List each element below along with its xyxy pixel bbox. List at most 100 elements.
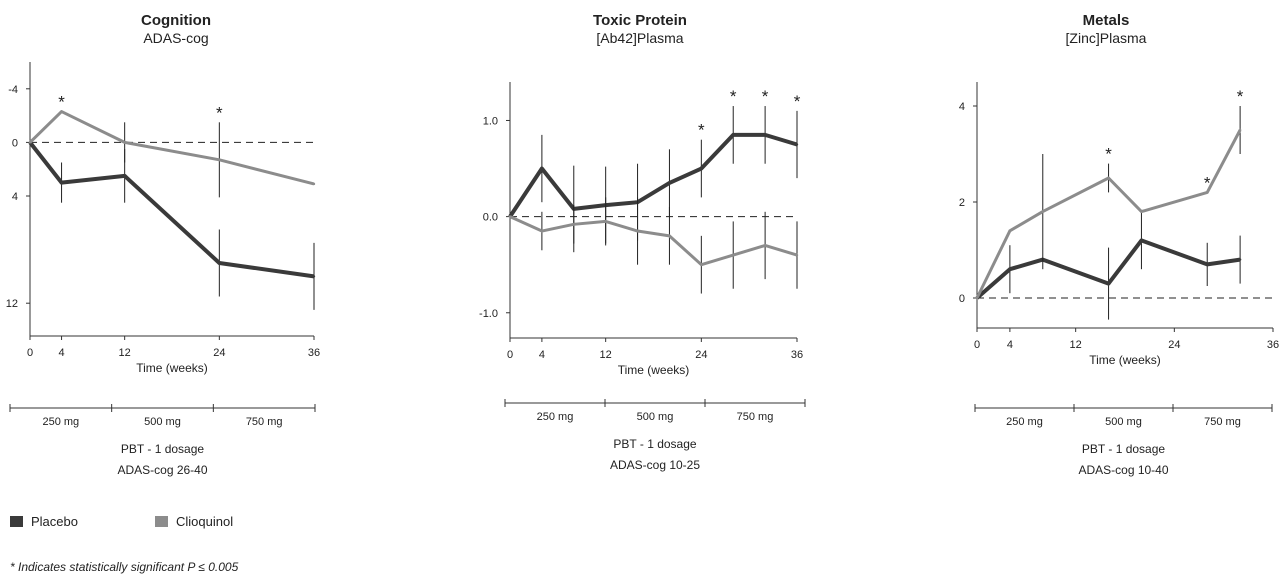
clioquinol-data-point (28, 141, 32, 144)
x-tick-label: 36 (1267, 339, 1279, 351)
y-tick-label: 2 (959, 197, 965, 209)
y-tick-label: 12 (6, 298, 18, 310)
x-tick-label: 0 (507, 349, 513, 361)
y-tick-label: 4 (959, 101, 965, 113)
y-tick-label: 0.0 (483, 212, 498, 224)
y-tick-label: 0 (959, 293, 965, 305)
clioquinol-data-point (700, 263, 703, 266)
clioquinol-swatch (155, 516, 168, 527)
y-tick-label: 0 (12, 137, 18, 149)
significance-star: * (1105, 145, 1112, 164)
clioquinol-data-point (1206, 191, 1209, 194)
x-tick-label: 24 (1168, 339, 1180, 351)
dose-label: 500 mg (637, 411, 674, 423)
x-tick-label: 36 (308, 347, 320, 359)
clioquinol-data-point (975, 296, 979, 300)
clioquinol-data-point (1041, 210, 1044, 213)
clioquinol-series-line (28, 110, 315, 186)
metals-title: Metals (1082, 12, 1130, 29)
x-tick-label: 12 (119, 347, 131, 359)
panel-caption-line: PBT - 1 dosage (121, 442, 204, 456)
placebo-swatch (10, 516, 23, 527)
placebo-data-point (700, 167, 703, 170)
toxic-protein-subtitle: [Ab42]Plasma (596, 30, 684, 46)
clioquinol-data-point (1238, 128, 1242, 132)
dose-label: 750 mg (246, 416, 283, 428)
clioquinol-data-point (1107, 176, 1110, 180)
placebo-data-point (795, 143, 799, 146)
significance-star: * (762, 87, 769, 106)
x-axis-label: Time (weeks) (618, 363, 690, 377)
clioquinol-data-point (1140, 210, 1143, 213)
clioquinol-data-point (636, 229, 639, 233)
legend-item-placebo: Placebo (10, 514, 78, 529)
footnote: * Indicates statistically significant P … (10, 560, 239, 574)
clioquinol-data-point (604, 220, 607, 223)
placebo-data-point (668, 181, 671, 185)
clioquinol-data-point (123, 141, 126, 144)
placebo-data-point (763, 133, 767, 137)
x-tick-label: 24 (213, 347, 225, 359)
legend-label-placebo: Placebo (31, 514, 78, 529)
clioquinol-data-point (218, 158, 221, 162)
dose-label: 250 mg (1006, 416, 1043, 428)
placebo-data-point (1107, 282, 1110, 285)
x-tick-label: 0 (27, 347, 33, 359)
panel-caption-line: PBT - 1 dosage (1082, 442, 1165, 456)
x-axis-label: Time (weeks) (136, 361, 208, 375)
y-tick-label: -1.0 (479, 308, 498, 320)
y-tick-label: -4 (8, 84, 18, 96)
significance-star: * (730, 87, 737, 106)
y-tick-label: 4 (12, 191, 18, 203)
panel-caption-line: PBT - 1 dosage (613, 437, 696, 451)
dose-label: 250 mg (42, 416, 79, 428)
placebo-data-point (60, 181, 63, 184)
placebo-data-point (1238, 258, 1242, 261)
x-tick-label: 36 (791, 349, 803, 361)
legend-label-clioquinol: Clioquinol (176, 514, 234, 529)
placebo-data-point (540, 167, 544, 170)
placebo-data-point (1008, 268, 1012, 271)
clioquinol-data-point (763, 244, 767, 247)
chart-panel-1: -1.0 0.0 1.0 0 4 12 24 36 Time (weeks) * * * * 250 mg… (479, 82, 806, 472)
toxic-protein-title: Toxic Protein (593, 12, 687, 29)
clioquinol-data-point (312, 182, 316, 186)
x-tick-label: 24 (695, 349, 707, 361)
dose-label: 750 mg (737, 411, 774, 423)
metals-subtitle: [Zinc]Plasma (1065, 30, 1147, 46)
significance-star: * (216, 103, 223, 122)
x-tick-label: 4 (58, 347, 64, 359)
dose-label: 500 mg (1105, 416, 1142, 428)
panel-caption-line: ADAS-cog 26-40 (117, 463, 207, 477)
placebo-data-point (312, 275, 316, 278)
clioquinol-data-point (60, 110, 63, 113)
placebo-series-line (508, 132, 798, 218)
placebo-data-point (123, 174, 126, 178)
panel-caption-line: ADAS-cog 10-25 (610, 458, 700, 472)
cognition-subtitle: ADAS-cog (143, 30, 209, 46)
placebo-data-point (1140, 239, 1143, 242)
clioquinol-data-point (540, 229, 544, 233)
clioquinol-data-point (508, 215, 512, 218)
dose-label: 750 mg (1204, 416, 1241, 428)
x-tick-label: 4 (1007, 339, 1013, 351)
significance-star: * (58, 93, 65, 112)
placebo-series-line (28, 141, 315, 279)
significance-star: * (794, 92, 801, 111)
significance-star: * (1204, 173, 1211, 192)
clioquinol-data-point (732, 253, 735, 257)
clioquinol-data-point (668, 234, 671, 238)
x-axis-label: Time (weeks) (1089, 353, 1161, 367)
panel-caption-line: ADAS-cog 10-40 (1078, 463, 1168, 477)
significance-star: * (698, 121, 705, 140)
clioquinol-series-line (509, 215, 798, 267)
clioquinol-data-point (1008, 229, 1012, 232)
placebo-data-point (732, 133, 735, 137)
legend-item-clioquinol: Clioquinol (155, 514, 233, 529)
placebo-data-point (1206, 263, 1209, 266)
clioquinol-data-point (572, 223, 575, 226)
y-tick-label: 1.0 (483, 115, 498, 127)
significance-star: * (1237, 87, 1244, 106)
